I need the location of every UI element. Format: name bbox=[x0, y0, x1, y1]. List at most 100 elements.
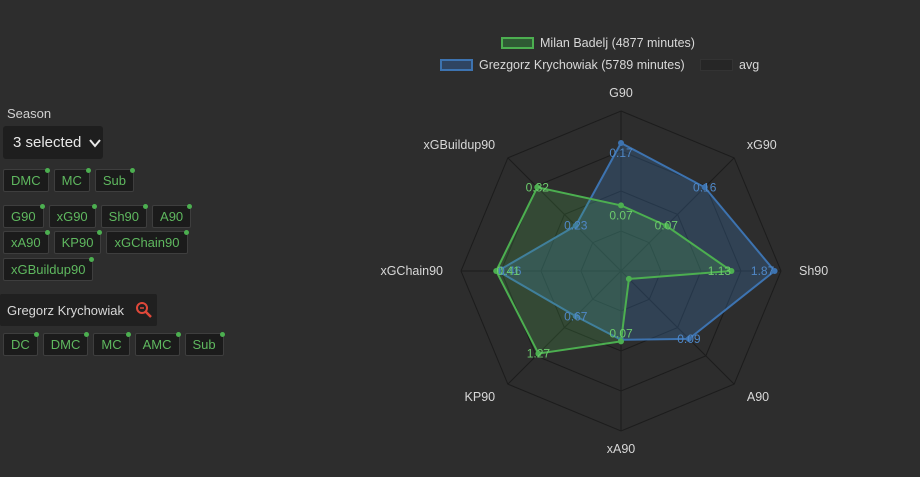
data-label: 0.46 bbox=[498, 264, 522, 278]
active-dot-icon bbox=[44, 230, 50, 235]
season-select-value: 3 selected bbox=[13, 134, 82, 151]
chip-label: G90 bbox=[11, 209, 36, 224]
player-search-value: Gregorz Krychowiak bbox=[7, 302, 125, 318]
chip-dmc[interactable]: DMC bbox=[42, 332, 90, 356]
axis-label-xgbuildup90: xGBuildup90 bbox=[424, 138, 496, 152]
legend-item-avg[interactable]: avg bbox=[700, 58, 759, 72]
chip-label: xGChain90 bbox=[114, 235, 180, 250]
axis-label-a90: A90 bbox=[747, 390, 769, 404]
chip-a90[interactable]: A90 bbox=[152, 204, 193, 228]
chip-dmc[interactable]: DMC bbox=[3, 168, 50, 192]
legend-swatch-blue bbox=[440, 59, 473, 71]
stat-chips-row2: xA90 KP90 xGChain90 bbox=[3, 230, 189, 254]
season-select[interactable]: 3 selected bbox=[3, 126, 103, 159]
chip-label: Sub bbox=[192, 337, 216, 352]
data-label: 0.67 bbox=[564, 309, 588, 323]
data-label: 0.09 bbox=[677, 332, 701, 346]
chip-label: A90 bbox=[160, 209, 184, 224]
chip-label: DMC bbox=[50, 337, 81, 352]
season-label: Season bbox=[7, 106, 52, 121]
active-dot-icon bbox=[91, 204, 97, 209]
legend-item-series1[interactable]: Milan Badelj (4877 minutes) bbox=[501, 36, 695, 50]
chip-label: MC bbox=[101, 337, 122, 352]
stat-chips-row1: G90 xG90 Sh90 A90 bbox=[3, 204, 193, 228]
filter-panel: Season 3 selected DMC MC Sub G90 xG90 Sh90 A9… bbox=[0, 0, 370, 477]
active-dot-icon bbox=[85, 168, 91, 173]
chip-g90[interactable]: G90 bbox=[3, 204, 45, 228]
radar-chart: 0.17 0.16 1.87 0.09 0.67 0.46 0.23 0.07 0.07 1.13… bbox=[380, 86, 828, 456]
data-point bbox=[572, 222, 579, 229]
data-point bbox=[663, 222, 670, 229]
chip-sh90[interactable]: Sh90 bbox=[100, 204, 149, 228]
data-label: 1.13 bbox=[708, 264, 732, 278]
chip-label: Sh90 bbox=[108, 209, 140, 224]
data-point bbox=[625, 275, 632, 282]
data-point bbox=[535, 350, 542, 357]
chip-label: xA90 bbox=[11, 235, 41, 250]
active-dot-icon bbox=[84, 332, 90, 337]
data-point bbox=[685, 335, 692, 342]
data-point bbox=[572, 313, 579, 320]
data-point bbox=[701, 184, 708, 191]
data-label: 1.27 bbox=[527, 347, 551, 361]
data-label: 0.07 bbox=[609, 208, 633, 222]
data-point bbox=[728, 268, 735, 274]
position-chips-1: DMC MC Sub bbox=[3, 168, 135, 192]
data-label: 0.17 bbox=[609, 146, 633, 160]
active-dot-icon bbox=[89, 257, 95, 262]
chip-xa90[interactable]: xA90 bbox=[3, 230, 50, 254]
active-dot-icon bbox=[44, 168, 50, 173]
axis-label-xgchain90: xGChain90 bbox=[380, 264, 443, 278]
data-point bbox=[534, 184, 541, 191]
axis-label-kp90: KP90 bbox=[465, 390, 496, 404]
chip-xg90[interactable]: xG90 bbox=[48, 204, 97, 228]
data-label: 0.07 bbox=[655, 219, 679, 233]
position-chips-2: DC DMC MC AMC Sub bbox=[3, 332, 225, 356]
chip-label: AMC bbox=[142, 337, 172, 352]
search-icon[interactable] bbox=[135, 301, 153, 319]
data-label: 0.16 bbox=[693, 180, 717, 194]
grid-spoke bbox=[507, 157, 622, 272]
axis-label-g90: G90 bbox=[609, 86, 633, 100]
chip-sub[interactable]: Sub bbox=[184, 332, 225, 356]
axis-label-xa90: xA90 bbox=[607, 442, 636, 456]
chip-xgbuildup90[interactable]: xGBuildup90 bbox=[3, 257, 95, 281]
active-dot-icon bbox=[175, 332, 181, 337]
grid-spoke bbox=[620, 270, 735, 385]
chevron-down-icon bbox=[89, 138, 102, 148]
legend-label-series2: Grezgorz Krychowiak (5789 minutes) bbox=[479, 58, 685, 72]
chip-kp90[interactable]: KP90 bbox=[53, 230, 103, 254]
chip-label: xGBuildup90 bbox=[11, 262, 86, 277]
active-dot-icon bbox=[33, 332, 39, 337]
chip-label: DMC bbox=[11, 173, 41, 188]
player-search-field[interactable]: Gregorz Krychowiak bbox=[0, 294, 157, 326]
data-label: 0.07 bbox=[609, 326, 633, 340]
legend-swatch-green bbox=[501, 37, 534, 49]
stat-chips-row3: xGBuildup90 bbox=[3, 257, 95, 281]
grid-spoke bbox=[507, 270, 622, 385]
chip-label: xG90 bbox=[56, 209, 88, 224]
active-dot-icon bbox=[39, 204, 45, 209]
legend-label-series1: Milan Badelj (4877 minutes) bbox=[540, 36, 695, 50]
legend-item-series2[interactable]: Grezgorz Krychowiak (5789 minutes) bbox=[440, 58, 685, 72]
data-label: 0.32 bbox=[526, 180, 550, 194]
chip-sub[interactable]: Sub bbox=[94, 168, 135, 192]
data-point bbox=[618, 140, 624, 146]
chip-amc[interactable]: AMC bbox=[134, 332, 181, 356]
legend-label-avg: avg bbox=[739, 58, 760, 72]
active-dot-icon bbox=[187, 204, 193, 209]
active-dot-icon bbox=[129, 168, 135, 173]
chip-label: DC bbox=[11, 337, 30, 352]
radar-series: 0.17 0.16 1.87 0.09 0.67 0.46 0.23 0.07 0.07 1.13… bbox=[493, 140, 778, 361]
chip-mc[interactable]: MC bbox=[53, 168, 91, 192]
data-point bbox=[618, 338, 624, 345]
active-dot-icon bbox=[97, 230, 103, 235]
chip-dc[interactable]: DC bbox=[3, 332, 39, 356]
active-dot-icon bbox=[183, 230, 189, 235]
chip-xgchain90[interactable]: xGChain90 bbox=[106, 230, 189, 254]
chip-label: Sub bbox=[102, 173, 126, 188]
axis-label-sh90: Sh90 bbox=[799, 264, 828, 278]
chip-mc[interactable]: MC bbox=[93, 332, 131, 356]
legend-swatch-dark bbox=[700, 59, 733, 71]
data-label: 1.87 bbox=[751, 264, 775, 278]
